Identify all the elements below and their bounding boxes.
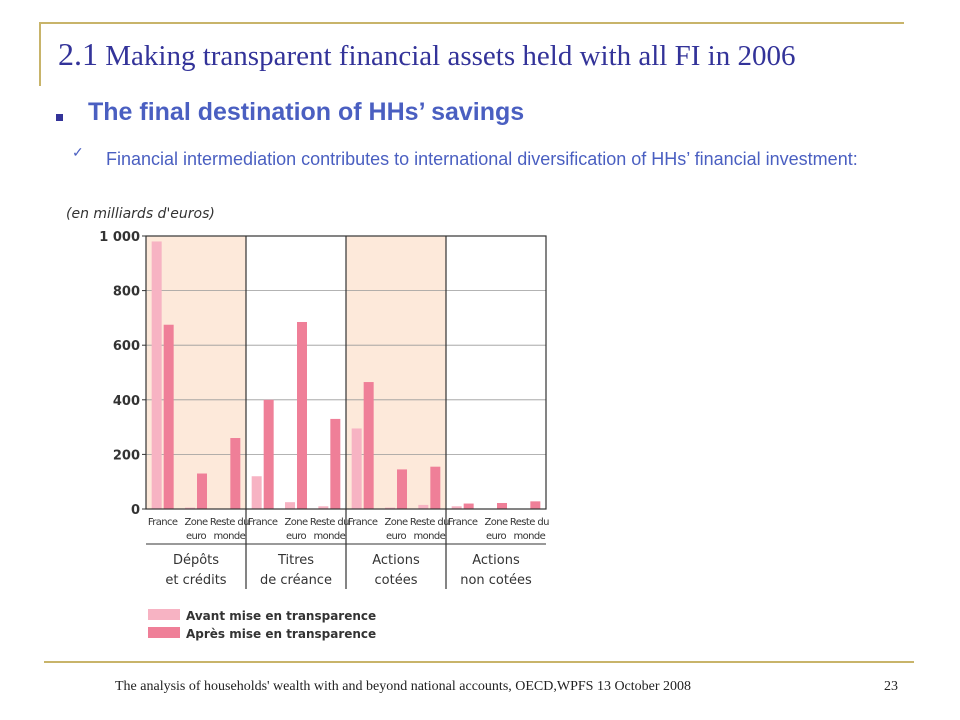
bar-apres bbox=[263, 399, 274, 509]
slide-heading: The final destination of HHs’ savings bbox=[88, 98, 525, 126]
group-label: Dépôts bbox=[173, 553, 219, 568]
category-label: France bbox=[448, 517, 478, 528]
group-label: Titres bbox=[277, 553, 314, 568]
y-tick-label: 200 bbox=[113, 448, 140, 463]
group-label: Actions bbox=[472, 553, 520, 568]
y-tick-label: 0 bbox=[131, 503, 140, 518]
slide-title-number: 2.1 bbox=[58, 36, 98, 72]
category-label: France bbox=[348, 517, 378, 528]
category-label: monde bbox=[513, 531, 545, 542]
bar-avant bbox=[418, 504, 429, 509]
category-label: monde bbox=[413, 531, 445, 542]
group-band bbox=[346, 236, 446, 509]
category-label: monde bbox=[213, 531, 245, 542]
y-tick-label: 400 bbox=[113, 394, 140, 409]
category-label: Zone bbox=[284, 517, 308, 528]
bar-apres bbox=[330, 418, 341, 509]
group-label: cotées bbox=[375, 573, 418, 588]
bar-apres bbox=[297, 321, 307, 509]
group-label: de créance bbox=[260, 573, 332, 588]
y-tick-label: 800 bbox=[113, 285, 140, 300]
bar-avant bbox=[251, 476, 262, 509]
category-label: France bbox=[148, 517, 178, 528]
unit-label: (en milliards d'euros) bbox=[66, 206, 215, 222]
bar-apres bbox=[397, 469, 407, 509]
bar-apres bbox=[197, 473, 207, 509]
bar-apres bbox=[430, 466, 441, 509]
category-label: Zone bbox=[184, 517, 208, 528]
frame-horizontal-rule bbox=[39, 22, 904, 24]
page-number: 23 bbox=[884, 679, 898, 694]
bar-apres bbox=[497, 502, 507, 509]
category-label: Zone bbox=[484, 517, 508, 528]
bar-avant bbox=[318, 506, 329, 509]
bar-avant bbox=[451, 506, 462, 509]
legend-swatch bbox=[148, 609, 180, 620]
slide-title-text: Making transparent financial assets held… bbox=[98, 40, 796, 72]
frame-vertical-rule bbox=[39, 22, 41, 86]
bar-chart: (en milliards d'euros) 0 200 400 600 800 1 000… bbox=[66, 206, 550, 641]
bar-avant bbox=[385, 507, 395, 509]
group-label: Actions bbox=[372, 553, 420, 568]
bar-apres bbox=[530, 501, 541, 509]
bar-apres bbox=[163, 324, 174, 509]
checkmark-bullet-icon: ✓ bbox=[72, 144, 84, 160]
legend-label: Avant mise en transparence bbox=[186, 609, 376, 623]
category-label: Reste du bbox=[410, 517, 449, 528]
category-label: euro bbox=[386, 531, 407, 542]
y-tick-label: 1 000 bbox=[99, 230, 140, 245]
category-label: Reste du bbox=[310, 517, 349, 528]
category-label: euro bbox=[186, 531, 207, 542]
bar-avant bbox=[185, 507, 195, 509]
group-band bbox=[146, 236, 246, 509]
category-label: monde bbox=[313, 531, 345, 542]
bar-avant bbox=[285, 502, 295, 509]
square-bullet-icon bbox=[56, 114, 63, 121]
category-label: euro bbox=[286, 531, 307, 542]
bar-apres bbox=[463, 503, 474, 509]
category-label: euro bbox=[486, 531, 507, 542]
category-label: Reste du bbox=[510, 517, 549, 528]
slide-subtext: Financial intermediation contributes to … bbox=[106, 149, 858, 169]
y-tick-label: 600 bbox=[113, 339, 140, 354]
footer-rule bbox=[44, 661, 914, 663]
footer-text: The analysis of households' wealth with … bbox=[115, 679, 692, 694]
slide-title: 2.1 Making transparent financial assets … bbox=[58, 36, 795, 73]
bar-avant bbox=[351, 428, 362, 509]
legend-label: Après mise en transparence bbox=[186, 627, 376, 641]
category-label: Reste du bbox=[210, 517, 249, 528]
group-label: non cotées bbox=[460, 573, 532, 588]
category-label: Zone bbox=[384, 517, 408, 528]
bar-apres bbox=[230, 438, 241, 509]
legend-swatch bbox=[148, 627, 180, 638]
bar-apres bbox=[363, 382, 374, 509]
category-label: France bbox=[248, 517, 278, 528]
bar-avant bbox=[151, 241, 162, 509]
group-label: et crédits bbox=[165, 573, 226, 588]
